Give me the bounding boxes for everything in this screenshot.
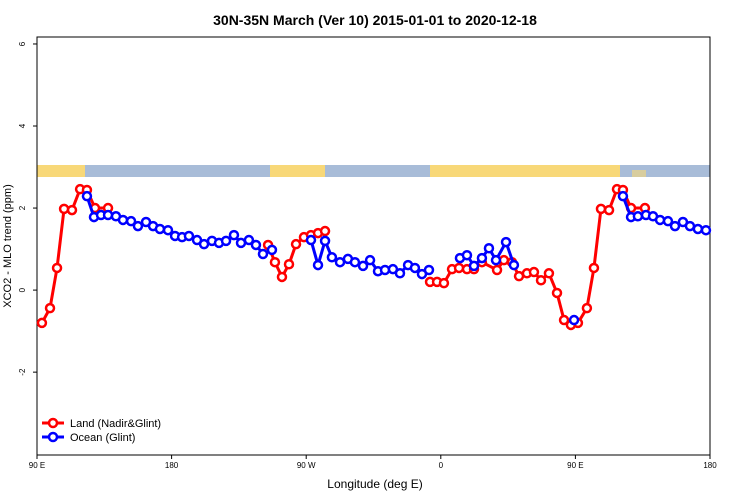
point	[632, 211, 644, 222]
x-tick-label: 180	[165, 461, 179, 470]
point	[700, 224, 712, 236]
point	[183, 230, 195, 242]
legend-swatch-point	[47, 431, 59, 443]
y-tick-label: 4	[18, 123, 27, 128]
point	[535, 275, 547, 286]
point	[581, 302, 593, 314]
point	[595, 203, 607, 215]
y-tick-label: 0	[18, 287, 27, 292]
point	[51, 262, 63, 274]
point	[453, 262, 465, 274]
point	[250, 239, 262, 251]
legend-swatch-point	[47, 417, 59, 429]
point	[290, 238, 302, 250]
point	[66, 204, 78, 216]
point	[312, 259, 324, 271]
point	[568, 314, 580, 326]
point	[617, 190, 629, 202]
x-tick-label: 180	[703, 461, 717, 470]
point	[423, 264, 435, 276]
point	[276, 271, 288, 283]
point	[603, 204, 615, 216]
plot-frame	[36, 36, 711, 456]
point	[357, 260, 369, 272]
point	[36, 317, 48, 329]
point	[58, 203, 70, 215]
point	[588, 262, 600, 274]
point	[220, 235, 232, 247]
point	[468, 260, 480, 272]
y-tick-label: 6	[18, 41, 27, 46]
point	[551, 287, 563, 299]
point	[558, 314, 570, 326]
point	[461, 249, 473, 261]
point	[269, 256, 281, 268]
point	[394, 268, 406, 279]
point	[162, 224, 174, 236]
y-tick-label: 2	[18, 205, 27, 210]
point	[491, 264, 503, 276]
x-axis-label: Longitude (deg E)	[327, 477, 422, 491]
point	[528, 266, 540, 278]
point	[490, 254, 502, 266]
x-tick-label: 90 W	[297, 461, 316, 470]
point	[500, 236, 512, 248]
x-tick-label: 0	[439, 461, 444, 470]
point	[44, 302, 56, 314]
point	[81, 190, 93, 202]
point	[483, 243, 495, 254]
point	[364, 254, 376, 266]
point	[102, 209, 114, 221]
chart-title: 30N-35N March (Ver 10) 2015-01-01 to 202…	[213, 12, 537, 28]
point	[476, 252, 488, 264]
point	[319, 225, 331, 237]
land-mask-strip	[37, 165, 710, 177]
x-tick-label: 90 E	[29, 461, 45, 470]
point	[319, 235, 331, 247]
point	[692, 223, 704, 235]
point	[228, 229, 240, 241]
x-tick-label: 90 E	[567, 461, 583, 470]
point	[326, 252, 338, 263]
point	[508, 259, 520, 271]
point	[154, 223, 166, 235]
point	[654, 214, 666, 226]
point	[438, 277, 450, 289]
point	[349, 256, 361, 268]
point	[243, 234, 255, 246]
point	[305, 234, 317, 246]
point	[117, 214, 129, 226]
point	[283, 259, 295, 270]
legend-label: Land (Nadir&Glint)	[70, 418, 161, 430]
point	[409, 262, 421, 274]
y-axis-label: XCO2 - MLO trend (ppm)	[2, 184, 14, 307]
y-tick-label: -2	[18, 368, 27, 376]
point	[669, 220, 681, 232]
point	[543, 268, 555, 279]
legend-label: Ocean (Glint)	[70, 432, 135, 444]
point	[257, 248, 269, 260]
point	[662, 215, 674, 227]
point	[132, 220, 144, 232]
point	[266, 244, 278, 256]
point	[125, 215, 137, 227]
